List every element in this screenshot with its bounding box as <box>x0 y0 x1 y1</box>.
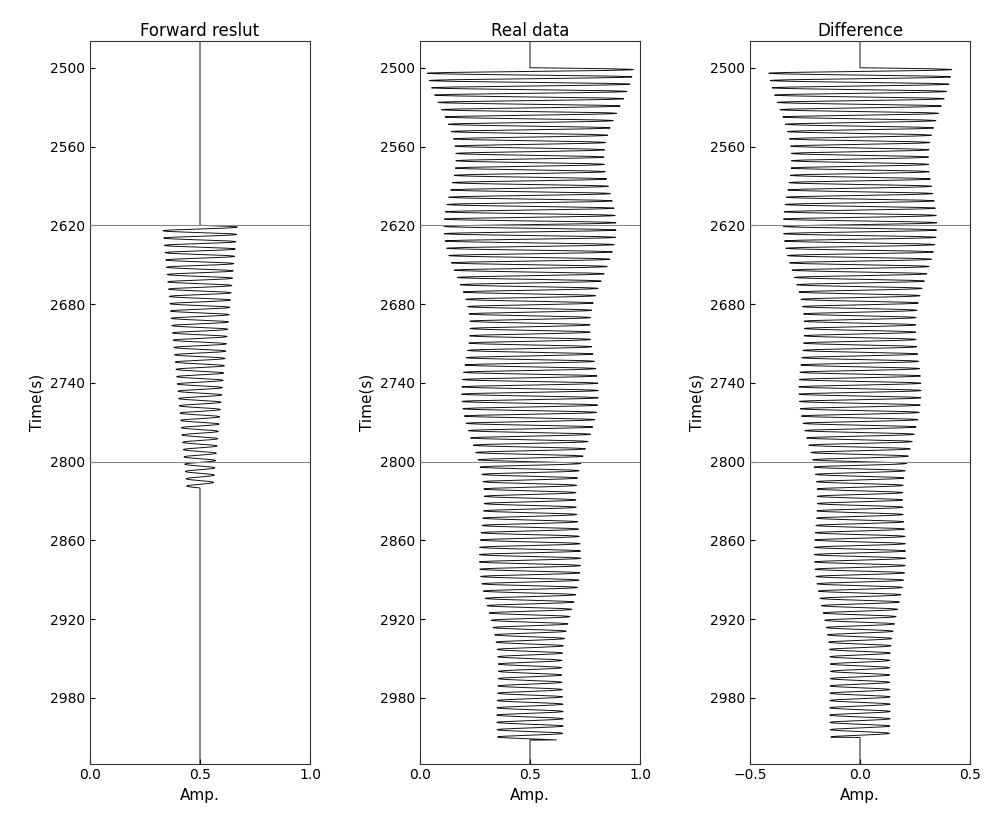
X-axis label: Amp.: Amp. <box>840 788 880 803</box>
Title: Real data: Real data <box>491 22 569 40</box>
Title: Difference: Difference <box>817 22 903 40</box>
Y-axis label: Time(s): Time(s) <box>29 374 44 431</box>
Y-axis label: Time(s): Time(s) <box>359 374 374 431</box>
Y-axis label: Time(s): Time(s) <box>689 374 704 431</box>
X-axis label: Amp.: Amp. <box>180 788 220 803</box>
Title: Forward reslut: Forward reslut <box>140 22 260 40</box>
X-axis label: Amp.: Amp. <box>510 788 550 803</box>
